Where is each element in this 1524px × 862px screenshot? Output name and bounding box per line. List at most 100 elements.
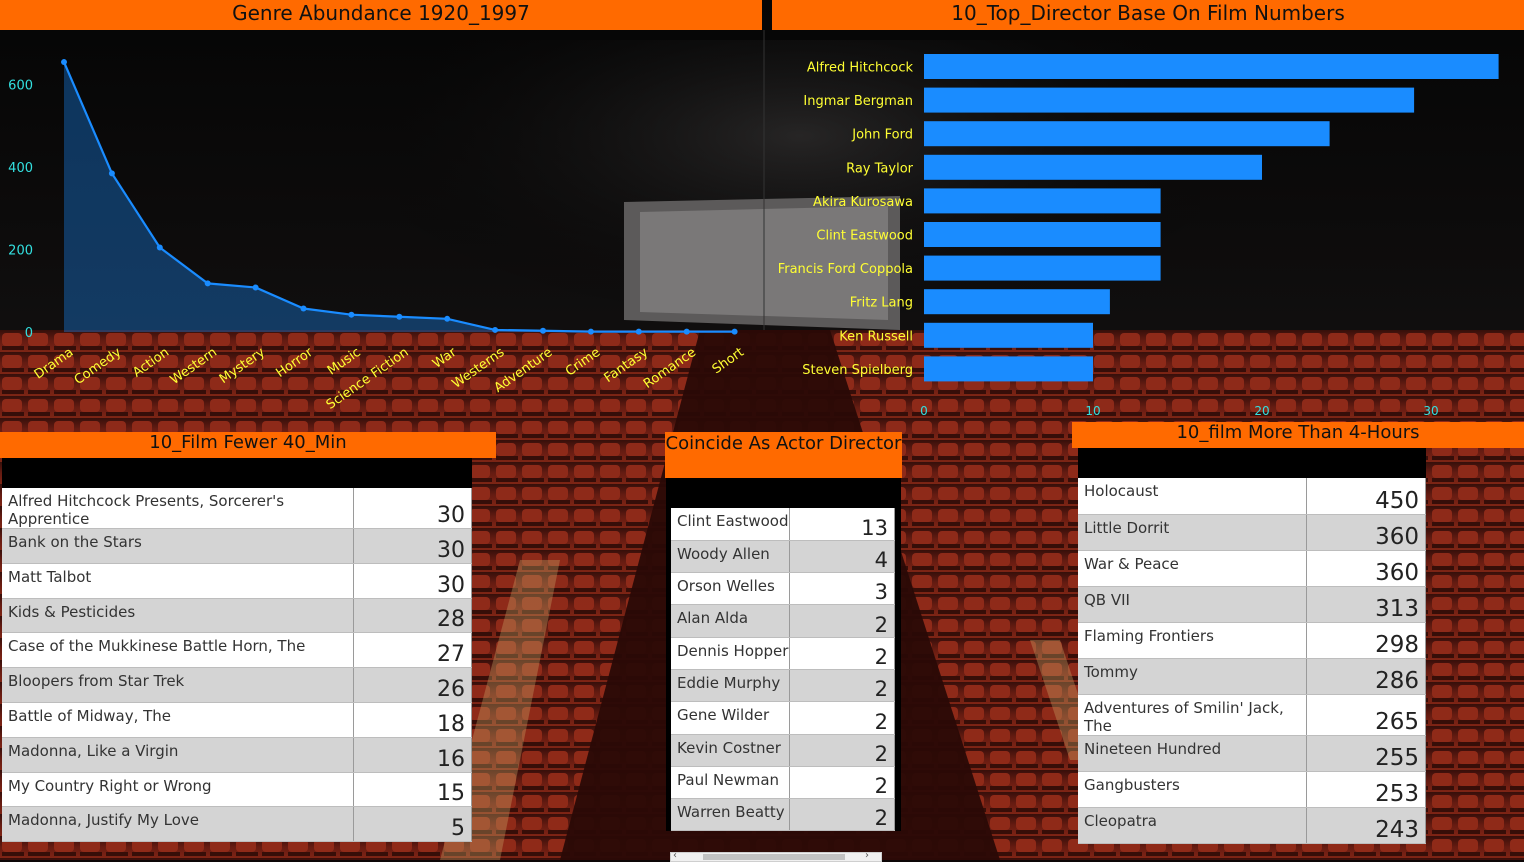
category-label-western: Western xyxy=(168,345,220,388)
row-name: Flaming Frontiers xyxy=(1078,622,1307,659)
actor-director-rows: Clint Eastwood 13 Woody Allen 4 Orson Welles… xyxy=(671,508,895,832)
genre-point-war[interactable] xyxy=(444,315,451,322)
table-header xyxy=(1078,448,1426,478)
director-label-ken-russell: Ken Russell xyxy=(839,329,913,344)
genre-point-westerns[interactable] xyxy=(492,326,499,333)
table-header xyxy=(666,478,901,508)
scroll-right-icon[interactable]: › xyxy=(865,850,869,861)
row-value: 15 xyxy=(353,772,472,808)
genre-point-romance[interactable] xyxy=(683,328,690,335)
table-row[interactable]: Matt Talbot 30 xyxy=(2,563,472,599)
director-label-ingmar-bergman: Ingmar Bergman xyxy=(803,94,913,109)
table-row[interactable]: Eddie Murphy 2 xyxy=(671,669,895,703)
genre-point-action[interactable] xyxy=(156,244,163,251)
row-value: 2 xyxy=(789,604,895,638)
row-value: 4 xyxy=(789,540,895,574)
bar-john-ford[interactable] xyxy=(924,121,1330,147)
table-row[interactable]: Paul Newman 2 xyxy=(671,766,895,800)
bar-clint-eastwood[interactable] xyxy=(924,222,1161,247)
long-films-table: Holocaust 450 Little Dorrit 360 War & Peace 3… xyxy=(1078,448,1426,844)
row-value: 360 xyxy=(1306,550,1426,587)
genre-point-western[interactable] xyxy=(204,280,211,287)
table-row[interactable]: Gene Wilder 2 xyxy=(671,701,895,735)
scroll-left-icon[interactable]: ‹ xyxy=(673,850,677,861)
row-name: Little Dorrit xyxy=(1078,514,1307,551)
row-value: 243 xyxy=(1306,807,1426,844)
genre-point-science-fiction[interactable] xyxy=(396,313,403,320)
table-row[interactable]: War & Peace 360 xyxy=(1078,550,1426,587)
genre-point-crime[interactable] xyxy=(587,328,594,335)
table-row[interactable]: Cleopatra 243 xyxy=(1078,807,1426,844)
table-row[interactable]: Flaming Frontiers 298 xyxy=(1078,622,1426,659)
bar-ken-russell[interactable] xyxy=(924,322,1093,348)
bar-ingmar-bergman[interactable] xyxy=(924,87,1415,113)
row-name: Gangbusters xyxy=(1078,771,1307,808)
category-label-action: Action xyxy=(130,345,172,381)
table-row[interactable]: Holocaust 450 xyxy=(1078,478,1426,515)
genre-point-comedy[interactable] xyxy=(108,170,115,177)
table-row[interactable]: Bank on the Stars 30 xyxy=(2,528,472,564)
bar-fritz-lang[interactable] xyxy=(924,289,1110,315)
bar-alfred-hitchcock[interactable] xyxy=(924,54,1499,79)
row-name: Cleopatra xyxy=(1078,807,1307,844)
short-films-title: 10_Film Fewer 40_Min xyxy=(0,432,496,458)
category-label-crime: Crime xyxy=(563,345,603,379)
table-row[interactable]: Adventures of Smilin' Jack, The 265 xyxy=(1078,694,1426,736)
table-row[interactable]: Kids & Pesticides 28 xyxy=(2,598,472,634)
table-row[interactable]: Dennis Hopper 2 xyxy=(671,637,895,670)
row-name: Woody Allen xyxy=(671,540,790,574)
table-row[interactable]: QB VII 313 xyxy=(1078,586,1426,623)
table-row[interactable]: Woody Allen 4 xyxy=(671,540,895,574)
row-name: My Country Right or Wrong xyxy=(2,772,354,808)
table-row[interactable]: Madonna, Like a Virgin 16 xyxy=(2,737,472,773)
table-row[interactable]: Gangbusters 253 xyxy=(1078,771,1426,808)
scrollbar-thumb[interactable] xyxy=(703,854,845,860)
bar-akira-kurosawa[interactable] xyxy=(924,188,1161,214)
category-label-comedy: Comedy xyxy=(72,345,125,388)
table-row[interactable]: Clint Eastwood 13 xyxy=(671,508,895,541)
table-row[interactable]: Case of the Mukkinese Battle Horn, The 27 xyxy=(2,632,472,669)
genre-point-short[interactable] xyxy=(731,328,738,335)
row-value: 26 xyxy=(353,667,472,703)
table-row[interactable]: Alan Alda 2 xyxy=(671,604,895,638)
row-name: Battle of Midway, The xyxy=(2,702,354,738)
row-name: Madonna, Like a Virgin xyxy=(2,737,354,773)
table-row[interactable]: Kevin Costner 2 xyxy=(671,734,895,767)
row-name: Tommy xyxy=(1078,658,1307,695)
row-value: 16 xyxy=(353,737,472,773)
bar-steven-spielberg[interactable] xyxy=(924,356,1093,382)
genre-point-music[interactable] xyxy=(348,311,355,318)
genre-point-drama[interactable] xyxy=(61,59,67,66)
category-label-science-fiction: Science Fiction xyxy=(324,345,412,413)
row-value: 2 xyxy=(789,734,895,767)
table-row[interactable]: Battle of Midway, The 18 xyxy=(2,702,472,738)
table-row[interactable]: Nineteen Hundred 255 xyxy=(1078,735,1426,772)
row-value: 286 xyxy=(1306,658,1426,695)
genre-point-adventure[interactable] xyxy=(540,327,546,334)
table-row[interactable]: Madonna, Justify My Love 5 xyxy=(2,806,472,843)
genre-point-mystery[interactable] xyxy=(252,284,259,291)
genre-point-horror[interactable] xyxy=(300,305,307,312)
table-row[interactable]: Alfred Hitchcock Presents, Sorcerer's Ap… xyxy=(2,488,472,529)
y-tick-label: 400 xyxy=(8,161,33,176)
table-row[interactable]: Little Dorrit 360 xyxy=(1078,514,1426,551)
bar-ray-taylor[interactable] xyxy=(924,154,1262,180)
y-tick-label: 600 xyxy=(8,79,33,94)
table-row[interactable]: Bloopers from Star Trek 26 xyxy=(2,667,472,703)
table-row[interactable]: My Country Right or Wrong 15 xyxy=(2,772,472,808)
category-label-war: War xyxy=(430,345,460,372)
table-row[interactable]: Tommy 286 xyxy=(1078,658,1426,695)
row-name: Alfred Hitchcock Presents, Sorcerer's Ap… xyxy=(2,488,354,529)
table-row[interactable]: Warren Beatty 2 xyxy=(671,798,895,832)
row-name: War & Peace xyxy=(1078,550,1307,587)
category-label-horror: Horror xyxy=(273,345,316,381)
row-name: Dennis Hopper xyxy=(671,637,790,670)
row-value: 27 xyxy=(353,632,472,669)
director-label-alfred-hitchcock: Alfred Hitchcock xyxy=(807,61,914,76)
table-row[interactable]: Orson Welles 3 xyxy=(671,572,895,606)
bar-francis-ford-coppola[interactable] xyxy=(924,255,1161,281)
row-name: Kids & Pesticides xyxy=(2,598,354,634)
row-value: 265 xyxy=(1306,694,1426,736)
genre-point-fantasy[interactable] xyxy=(635,328,642,335)
horizontal-scrollbar[interactable]: ‹ › xyxy=(670,850,882,862)
